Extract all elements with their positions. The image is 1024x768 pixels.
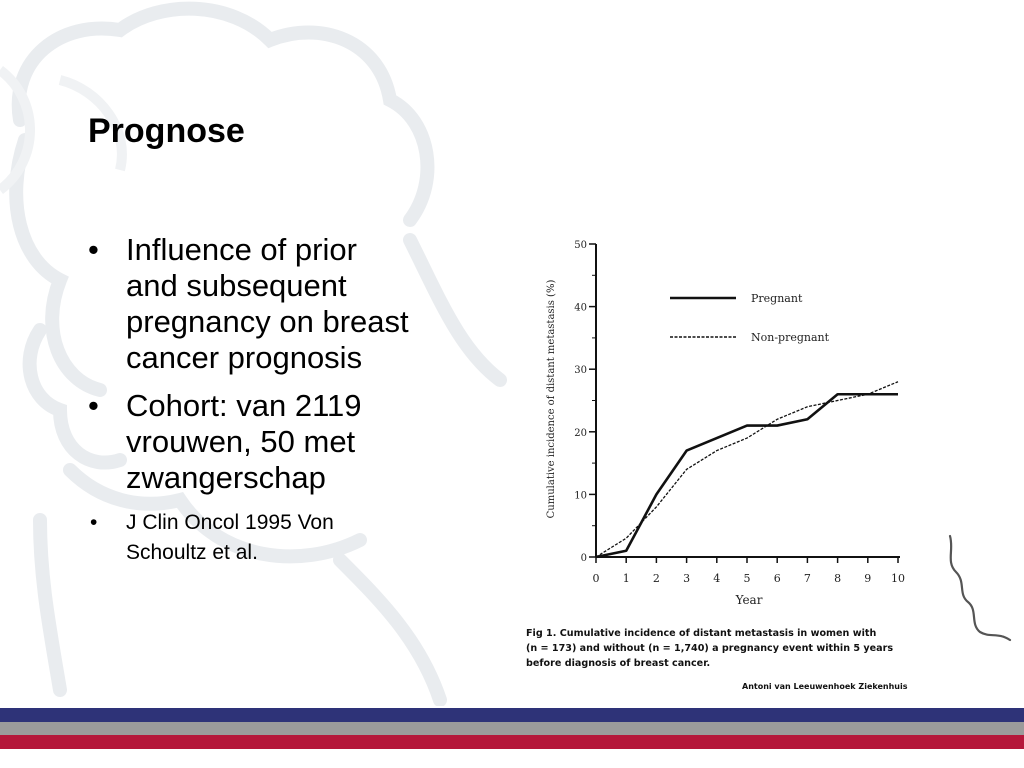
chart-ticks: 0 1 2 3 4 5 6 7 8 9 10 0 10 20 30 40 50 xyxy=(574,240,905,585)
bullet-line: zwangerschap xyxy=(126,460,326,495)
series-line-pregnant xyxy=(595,392,898,559)
bullet-item: Cohort: van 2119 vrouwen, 50 met zwanger… xyxy=(88,388,508,496)
bullet-list: Influence of prior and subsequent pregna… xyxy=(88,232,508,568)
x-tick-label: 2 xyxy=(653,572,660,585)
x-tick-label: 4 xyxy=(713,572,720,585)
x-tick-label: 3 xyxy=(683,572,690,585)
x-tick-label: 10 xyxy=(891,572,905,585)
footer-stripe-red xyxy=(0,735,1024,749)
bullet-line: cancer prognosis xyxy=(126,340,363,375)
y-axis-label: Cumulative incidence of distant metastas… xyxy=(546,280,557,519)
bullet-line: pregnancy on breast xyxy=(126,304,409,339)
side-ornament xyxy=(948,534,1012,642)
y-tick-label: 20 xyxy=(574,428,587,439)
bullet-item-reference: J Clin Oncol 1995 Von Schoultz et al. xyxy=(88,508,508,568)
y-tick-label: 30 xyxy=(574,365,587,376)
caption-line: (n = 173) and without (n = 1,740) a preg… xyxy=(526,643,894,654)
chart-legend: Pregnant Non-pregnant xyxy=(670,292,830,344)
x-tick-label: 8 xyxy=(834,572,841,585)
bullet-line: vrouwen, 50 met xyxy=(126,424,356,459)
bullet-line: Cohort: van 2119 xyxy=(126,388,362,423)
y-tick-label: 0 xyxy=(581,553,587,564)
x-tick-label: 5 xyxy=(744,572,751,585)
chart-axes xyxy=(595,244,900,558)
bullet-line: Influence of prior xyxy=(126,232,357,267)
institution-name: Antoni van Leeuwenhoek Ziekenhuis xyxy=(742,682,908,691)
x-tick-label: 1 xyxy=(623,572,630,585)
metastasis-chart: 0 1 2 3 4 5 6 7 8 9 10 0 10 20 30 40 50 Pregnant Non-preg… xyxy=(546,240,905,607)
bullet-line: and subsequent xyxy=(126,268,347,303)
y-tick-label: 10 xyxy=(574,490,587,501)
footer-stripe-gray xyxy=(0,722,1024,735)
x-tick-label: 9 xyxy=(864,572,871,585)
y-tick-label: 40 xyxy=(574,303,587,314)
x-tick-label: 6 xyxy=(774,572,781,585)
chart-series xyxy=(595,381,899,559)
x-tick-label: 0 xyxy=(593,572,600,585)
series-line-non-pregnant xyxy=(595,381,899,558)
footer-stripe-blue xyxy=(0,708,1024,722)
bullet-line: J Clin Oncol 1995 Von xyxy=(126,511,334,534)
legend-label: Non-pregnant xyxy=(751,331,830,344)
bullet-item: Influence of prior and subsequent pregna… xyxy=(88,232,508,376)
legend-label: Pregnant xyxy=(751,292,803,305)
x-tick-label: 7 xyxy=(804,572,811,585)
slide-title: Prognose xyxy=(88,112,245,150)
caption-line: Fig 1. Cumulative incidence of distant m… xyxy=(526,628,877,639)
x-axis-label: Year xyxy=(735,593,763,607)
figure-caption: Fig 1. Cumulative incidence of distant m… xyxy=(526,626,928,671)
y-tick-label: 50 xyxy=(574,240,587,251)
caption-line: before diagnosis of breast cancer. xyxy=(526,658,711,669)
bullet-line: Schoultz et al. xyxy=(126,541,258,564)
